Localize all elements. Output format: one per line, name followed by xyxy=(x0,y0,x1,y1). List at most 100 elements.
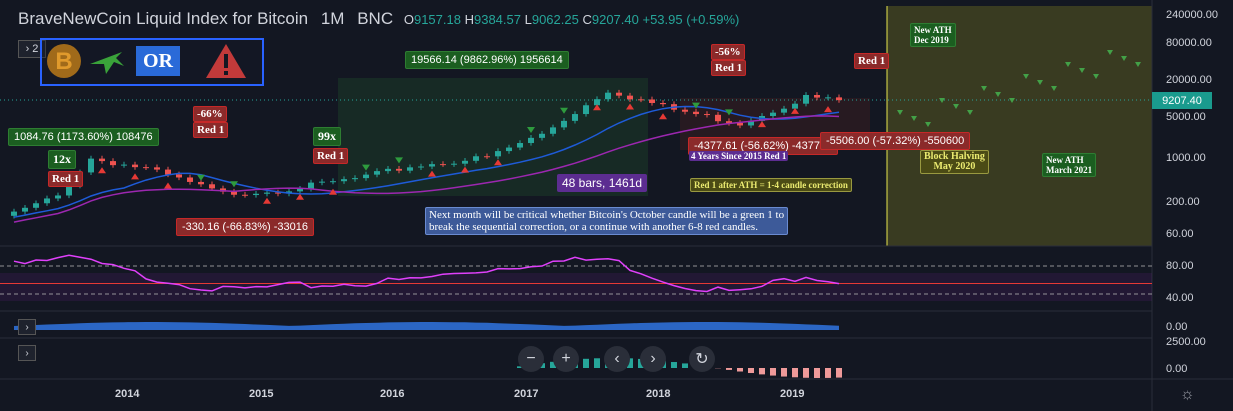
histogram-bar xyxy=(770,368,776,376)
new-ath-dec-line2: Dec 2019 xyxy=(914,35,949,45)
candle-body xyxy=(363,174,369,179)
projection-arrow xyxy=(925,122,931,127)
price-tick: 200.00 xyxy=(1166,196,1200,208)
price-tick: 240000.00 xyxy=(1166,9,1218,21)
td-sell-arrow xyxy=(824,106,832,113)
candle-body xyxy=(88,158,94,173)
candle-body xyxy=(176,174,182,178)
reset-chart-button[interactable]: ↻ xyxy=(689,346,715,372)
annotation-rise-19566[interactable]: 19566.14 (9862.96%) 1956614 xyxy=(405,51,569,69)
indicator-toggle[interactable]: › 2 xyxy=(18,40,46,58)
candle-body xyxy=(198,181,204,185)
annotation-red1-b[interactable]: Red 1 xyxy=(193,122,229,138)
annotation-99x[interactable]: 99x xyxy=(313,127,341,146)
candle-body xyxy=(484,156,490,158)
histogram-bar xyxy=(737,368,743,372)
td-sell-arrow xyxy=(329,188,337,195)
td-sell-arrow xyxy=(98,167,106,174)
annotation-next-month[interactable]: Next month will be critical whether Bitc… xyxy=(425,207,789,235)
reset-icon: ↻ xyxy=(695,351,709,368)
candle-body xyxy=(638,99,644,101)
annotation-pct66[interactable]: -66% xyxy=(193,106,227,122)
td-sell-arrow xyxy=(296,193,304,200)
candle-body xyxy=(737,122,743,126)
td-sell-arrow xyxy=(593,104,601,111)
histogram-bar xyxy=(748,368,754,374)
annotation-four-years[interactable]: 4 Years Since 2015 Red 1 xyxy=(689,151,789,161)
high-value: 9384.57 xyxy=(473,12,521,27)
indicator-count: 2 xyxy=(32,43,39,55)
candle-body xyxy=(264,192,270,194)
candle-body xyxy=(517,143,523,148)
td-sell-arrow xyxy=(428,170,436,177)
candle-body xyxy=(528,137,534,144)
candle-body xyxy=(704,114,710,116)
td-sell-arrow xyxy=(494,159,502,166)
annotation-pct56[interactable]: -56% xyxy=(711,44,745,60)
annotation-rise-1084[interactable]: 1084.76 (1173.60%) 108476 xyxy=(8,128,159,146)
pane3-tick: 0.00 xyxy=(1166,321,1188,333)
next-month-line1: Next month will be critical whether Bitc… xyxy=(429,209,785,221)
annotation-new-ath-mar[interactable]: New ATH March 2021 xyxy=(1042,153,1097,177)
scroll-right-button[interactable]: › xyxy=(640,346,666,372)
annotation-red1-e[interactable]: Red 1 xyxy=(854,53,890,69)
histogram-bar xyxy=(550,361,556,368)
histogram-bar xyxy=(814,368,820,378)
annotation-block-halving[interactable]: Block Halving May 2020 xyxy=(920,150,989,174)
chevron-right-icon: › xyxy=(650,350,656,367)
td-sell-arrow xyxy=(131,173,139,180)
td-sell-arrow xyxy=(626,103,634,110)
candle-body xyxy=(187,177,193,182)
scroll-left-button[interactable]: ‹ xyxy=(604,346,630,372)
volume-area xyxy=(14,322,839,330)
block-halving-line1: Block Halving xyxy=(924,151,985,162)
candle-body xyxy=(385,168,391,172)
price-tick: 1000.00 xyxy=(1166,152,1206,164)
candle-body xyxy=(253,193,259,196)
projection-arrow xyxy=(981,86,987,91)
zoom-in-button[interactable]: + xyxy=(553,346,579,372)
next-month-line2: break the sequential correction, or a co… xyxy=(429,221,758,233)
annotation-red1-after-ath[interactable]: Red 1 after ATH = 1-4 candle correction xyxy=(690,178,852,192)
open-value: 9157.18 xyxy=(413,12,461,27)
warning-icon xyxy=(206,44,246,78)
projection-arrow xyxy=(1051,86,1057,91)
annotation-red1-a[interactable]: Red 1 xyxy=(48,171,84,187)
pane4-tick: 2500.00 xyxy=(1166,336,1206,348)
candle-body xyxy=(297,188,303,192)
td-buy-arrow xyxy=(560,107,568,114)
change-value: +53.95 (+0.59%) xyxy=(642,12,740,27)
airplane-icon xyxy=(90,52,124,74)
candle-body xyxy=(473,156,479,161)
interval-label[interactable]: 1M xyxy=(320,9,345,28)
annotation-drop-330[interactable]: -330.16 (-66.83%) -33016 xyxy=(176,218,314,236)
candle-body xyxy=(154,167,160,170)
histogram-bar xyxy=(825,368,831,378)
zoom-out-button[interactable]: − xyxy=(518,346,544,372)
annotation-12x[interactable]: 12x xyxy=(48,150,76,169)
pane-collapse-toggle[interactable]: › xyxy=(18,345,36,361)
current-price-badge: 9207.40 xyxy=(1152,92,1212,109)
td-sell-arrow xyxy=(659,113,667,120)
close-value: 9207.40 xyxy=(591,12,639,27)
histogram-bar xyxy=(781,368,787,377)
rsi-line xyxy=(13,254,840,293)
annotation-red1-c[interactable]: Red 1 xyxy=(313,148,349,164)
settings-gear-icon[interactable]: ☼ xyxy=(1180,386,1195,403)
td-sell-arrow xyxy=(164,182,172,189)
annotation-48-bars[interactable]: 48 bars, 1461d xyxy=(557,174,648,192)
annotation-new-ath-dec[interactable]: New ATH Dec 2019 xyxy=(910,23,956,47)
new-ath-mar-line2: March 2021 xyxy=(1046,165,1093,175)
candle-body xyxy=(33,203,39,208)
td-buy-arrow xyxy=(527,127,535,134)
candle-body xyxy=(418,166,424,168)
annotation-drop-5506[interactable]: -5506.00 (-57.32%) -550600 xyxy=(820,132,971,150)
candle-body xyxy=(715,114,721,122)
candle-body xyxy=(682,109,688,112)
histogram-bar xyxy=(594,358,600,368)
plus-icon: + xyxy=(561,350,571,367)
symbol-title[interactable]: BraveNewCoin Liquid Index for Bitcoin xyxy=(18,9,309,28)
annotation-red1-d[interactable]: Red 1 xyxy=(711,60,747,76)
pane-collapse-toggle[interactable]: › xyxy=(18,319,36,335)
new-ath-mar-line1: New ATH xyxy=(1046,155,1084,165)
